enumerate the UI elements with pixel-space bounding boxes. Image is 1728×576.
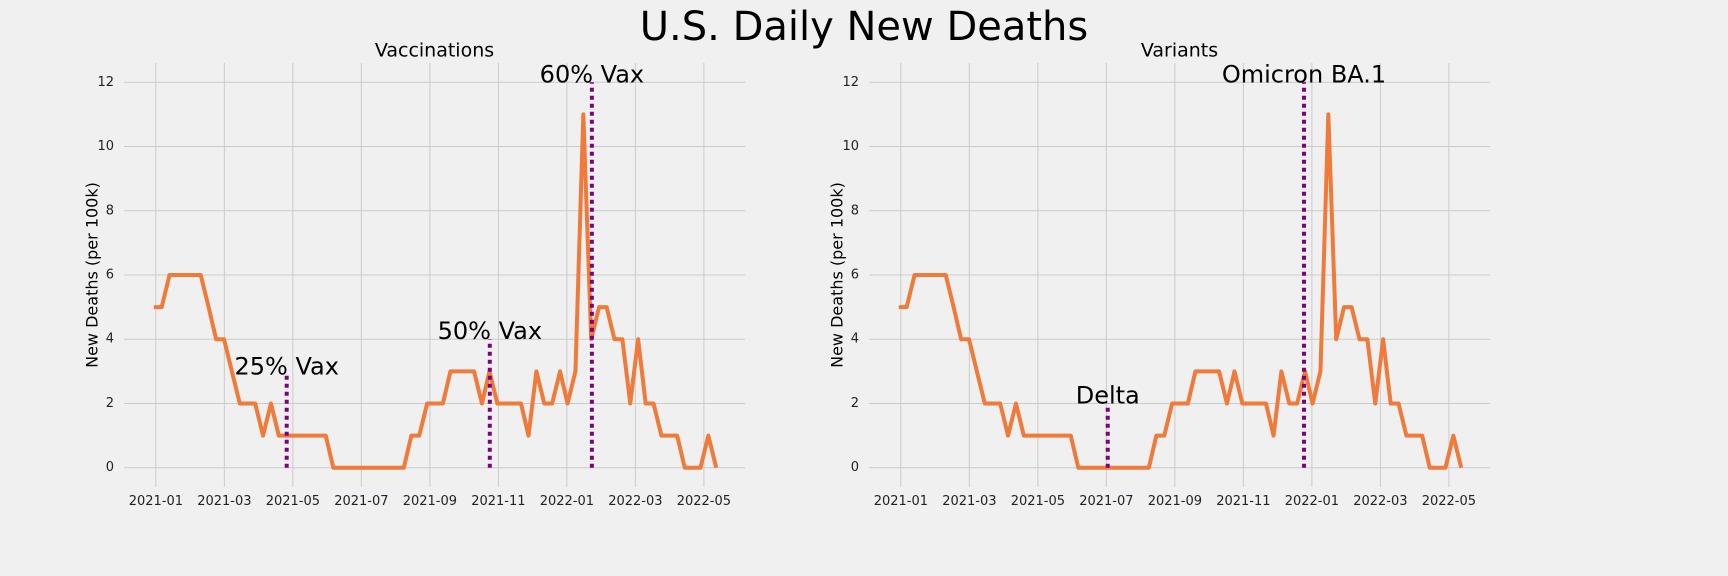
data-line <box>898 112 1464 470</box>
y-axis-label: New Deaths (per 100k) <box>828 182 847 368</box>
figure-title: U.S. Daily New Deaths <box>640 4 1089 50</box>
y-tick-label: 2 <box>106 396 114 411</box>
x-tick-label: 2021-03 <box>942 494 996 509</box>
x-tick-label: 2022-03 <box>608 494 662 509</box>
annotation-label: 60% Vax <box>540 60 644 88</box>
y-tick-label: 8 <box>106 203 114 218</box>
subplot-title: Variants <box>1141 40 1218 62</box>
data-line <box>153 112 719 470</box>
y-tick-label: 4 <box>106 332 114 347</box>
annotation-label: 25% Vax <box>234 353 338 381</box>
y-tick-label: 6 <box>106 268 114 283</box>
y-tick-label: 12 <box>842 75 859 90</box>
y-tick-label: 2 <box>851 396 859 411</box>
x-tick-label: 2022-05 <box>1422 494 1476 509</box>
x-tick-label: 2021-11 <box>471 494 525 509</box>
x-tick-label: 2021-07 <box>1079 494 1133 509</box>
y-tick-label: 12 <box>97 75 114 90</box>
x-tick-label: 2021-09 <box>1148 494 1202 509</box>
y-tick-label: 4 <box>851 332 859 347</box>
x-tick-label: 2022-01 <box>1285 494 1339 509</box>
x-tick-label: 2021-05 <box>266 494 320 509</box>
x-tick-label: 2021-03 <box>197 494 251 509</box>
x-tick-label: 2021-09 <box>403 494 457 509</box>
y-tick-label: 0 <box>106 460 114 475</box>
annotation-label: Omicron BA.1 <box>1222 60 1386 88</box>
x-tick-label: 2022-01 <box>540 494 594 509</box>
y-tick-label: 8 <box>851 203 859 218</box>
y-tick-label: 10 <box>97 139 114 154</box>
y-tick-label: 0 <box>851 460 859 475</box>
x-tick-label: 2021-07 <box>334 494 388 509</box>
annotation-label: 50% Vax <box>438 317 542 345</box>
x-tick-label: 2022-03 <box>1353 494 1407 509</box>
x-tick-label: 2021-11 <box>1216 494 1270 509</box>
x-tick-label: 2021-05 <box>1011 494 1065 509</box>
y-tick-label: 6 <box>851 268 859 283</box>
annotation-label: Delta <box>1076 381 1140 409</box>
y-tick-label: 10 <box>842 139 859 154</box>
x-tick-label: 2021-01 <box>129 494 183 509</box>
x-tick-label: 2022-05 <box>677 494 731 509</box>
y-axis-label: New Deaths (per 100k) <box>83 182 102 368</box>
subplot-title: Vaccinations <box>375 40 494 62</box>
x-tick-label: 2021-01 <box>874 494 928 509</box>
